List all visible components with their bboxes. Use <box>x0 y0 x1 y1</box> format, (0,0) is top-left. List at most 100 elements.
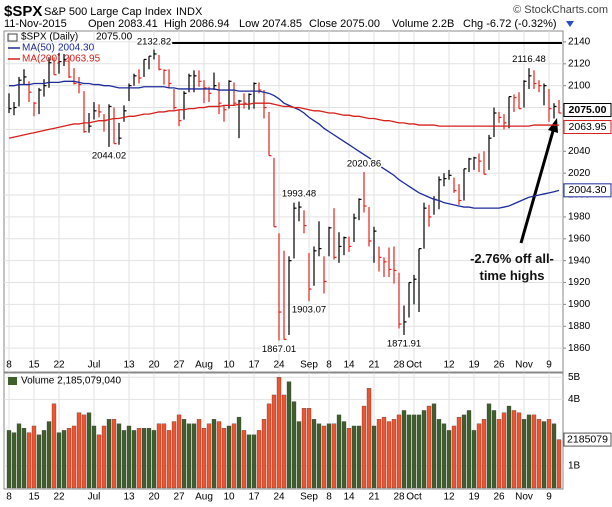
x-tick-label: 24 <box>273 492 285 503</box>
volume-bar <box>396 414 402 489</box>
volume-bar <box>196 419 202 489</box>
volume-bar <box>146 428 152 489</box>
x-tick-label: 13 <box>123 360 135 371</box>
volume-bar <box>31 425 37 489</box>
y-tick-label: 4B <box>568 394 581 405</box>
volume-bar <box>181 419 187 489</box>
annotation: 2044.02 <box>92 150 126 161</box>
x-tick-label: 15 <box>28 492 40 503</box>
x-tick-label: 28 <box>393 492 405 503</box>
x-tick-label: 22 <box>53 360 65 371</box>
x-tick-label: 27 <box>173 492 185 503</box>
x-tick-label: 26 <box>493 360 505 371</box>
volume-bar <box>411 414 417 489</box>
volume-bar <box>36 434 42 489</box>
x-tick-label: Sep <box>300 360 318 371</box>
annotation: 1993.48 <box>282 189 316 200</box>
volume-bar <box>121 430 127 489</box>
value-badge-label: 2063.95 <box>569 121 607 133</box>
volume-bar <box>156 423 162 489</box>
x-tick-label: 8 <box>326 492 332 503</box>
volume-bar <box>81 414 87 489</box>
legend-swatch <box>8 377 17 385</box>
volume-bar <box>51 403 57 489</box>
x-tick-label: 10 <box>223 360 235 371</box>
chart-title: $SPX <box>4 3 42 20</box>
volume-bar <box>421 410 427 489</box>
volume-bar <box>171 421 177 489</box>
x-tick-label: Sep <box>300 492 318 503</box>
legend-label: MA(50) <box>22 43 55 54</box>
x-tick-label: 17 <box>248 492 260 503</box>
x-tick-label: 9 <box>546 492 552 503</box>
volume-bar <box>26 432 32 489</box>
x-tick-label: 26 <box>493 492 505 503</box>
volume-bar <box>266 403 272 489</box>
x-tick-label: 27 <box>173 360 185 371</box>
volume-bar <box>256 430 262 489</box>
volume-bar <box>6 430 12 489</box>
volume-bar <box>471 430 477 489</box>
x-tick-label: 12 <box>443 360 455 371</box>
x-tick-label: 20 <box>148 360 160 371</box>
x-tick-label: 24 <box>273 360 285 371</box>
volume-bar <box>376 419 382 489</box>
volume-bar <box>151 430 157 489</box>
volume-bar <box>501 412 507 489</box>
volume-bar <box>281 394 287 489</box>
volume-bar <box>86 412 92 489</box>
volume-bar <box>426 405 432 489</box>
volume-bar <box>186 423 192 489</box>
volume-bar <box>201 428 207 489</box>
volume-bar <box>486 403 492 489</box>
y-tick-label: 2020 <box>568 168 591 179</box>
y-tick-label: 2140 <box>568 37 591 48</box>
volume-bar <box>16 423 22 489</box>
volume-bar <box>321 425 327 489</box>
annotation: 2132.82 <box>137 36 171 47</box>
x-tick-label: Oct <box>406 360 422 371</box>
volume-bar <box>371 425 377 489</box>
volume-bar <box>431 403 437 489</box>
stat: Open 2083.41 <box>88 18 158 30</box>
y-tick-label: 5B <box>568 372 581 383</box>
volume-bar <box>76 412 82 489</box>
volume-bar <box>21 428 27 489</box>
volume-bar <box>331 423 337 489</box>
volume-title: Volume 2,185,079,040 <box>21 376 122 387</box>
volume-bar <box>391 419 397 489</box>
stat: Close 2075.00 <box>309 18 380 30</box>
volume-bar <box>361 405 367 489</box>
volume-bar <box>276 377 282 489</box>
x-tick-label: 8 <box>6 492 12 503</box>
x-tick-label: 9 <box>546 360 552 371</box>
volume-bar <box>261 419 267 489</box>
volume-bar <box>341 421 347 489</box>
volume-bar <box>406 414 412 489</box>
annotation-note: -2.76% off all-time highs <box>470 251 554 283</box>
x-tick-label: Nov <box>515 492 533 503</box>
x-tick-label: Nov <box>515 360 533 371</box>
volume-bar <box>126 425 132 489</box>
legend-value: 2075.00 <box>96 32 133 43</box>
volume-bar <box>176 414 182 489</box>
arrow-line <box>519 130 555 244</box>
volume-bar <box>466 410 472 489</box>
y-tick-label: 2120 <box>568 58 591 69</box>
volume-bar <box>401 410 407 489</box>
y-tick-label: 1960 <box>568 233 591 244</box>
y-tick-label: 1860 <box>568 343 591 354</box>
volume-bar <box>286 381 292 489</box>
y-tick-label: 1900 <box>568 299 591 310</box>
volume-bar <box>526 414 532 489</box>
x-tick-label: 21 <box>368 492 380 503</box>
x-tick-label: 10 <box>223 492 235 503</box>
chart-subtitle: S&P 500 Large Cap Index <box>44 6 172 18</box>
volume-bar <box>161 423 167 489</box>
volume-bar <box>366 388 372 489</box>
volume-bar <box>46 421 52 489</box>
volume-bar <box>136 428 142 489</box>
annotation: 2116.48 <box>512 54 546 65</box>
